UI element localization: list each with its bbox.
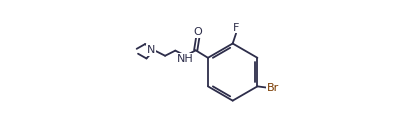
Text: O: O [193, 27, 202, 37]
Text: NH: NH [177, 54, 193, 64]
Text: N: N [147, 45, 155, 55]
Text: Br: Br [267, 83, 279, 93]
Text: F: F [233, 23, 239, 33]
